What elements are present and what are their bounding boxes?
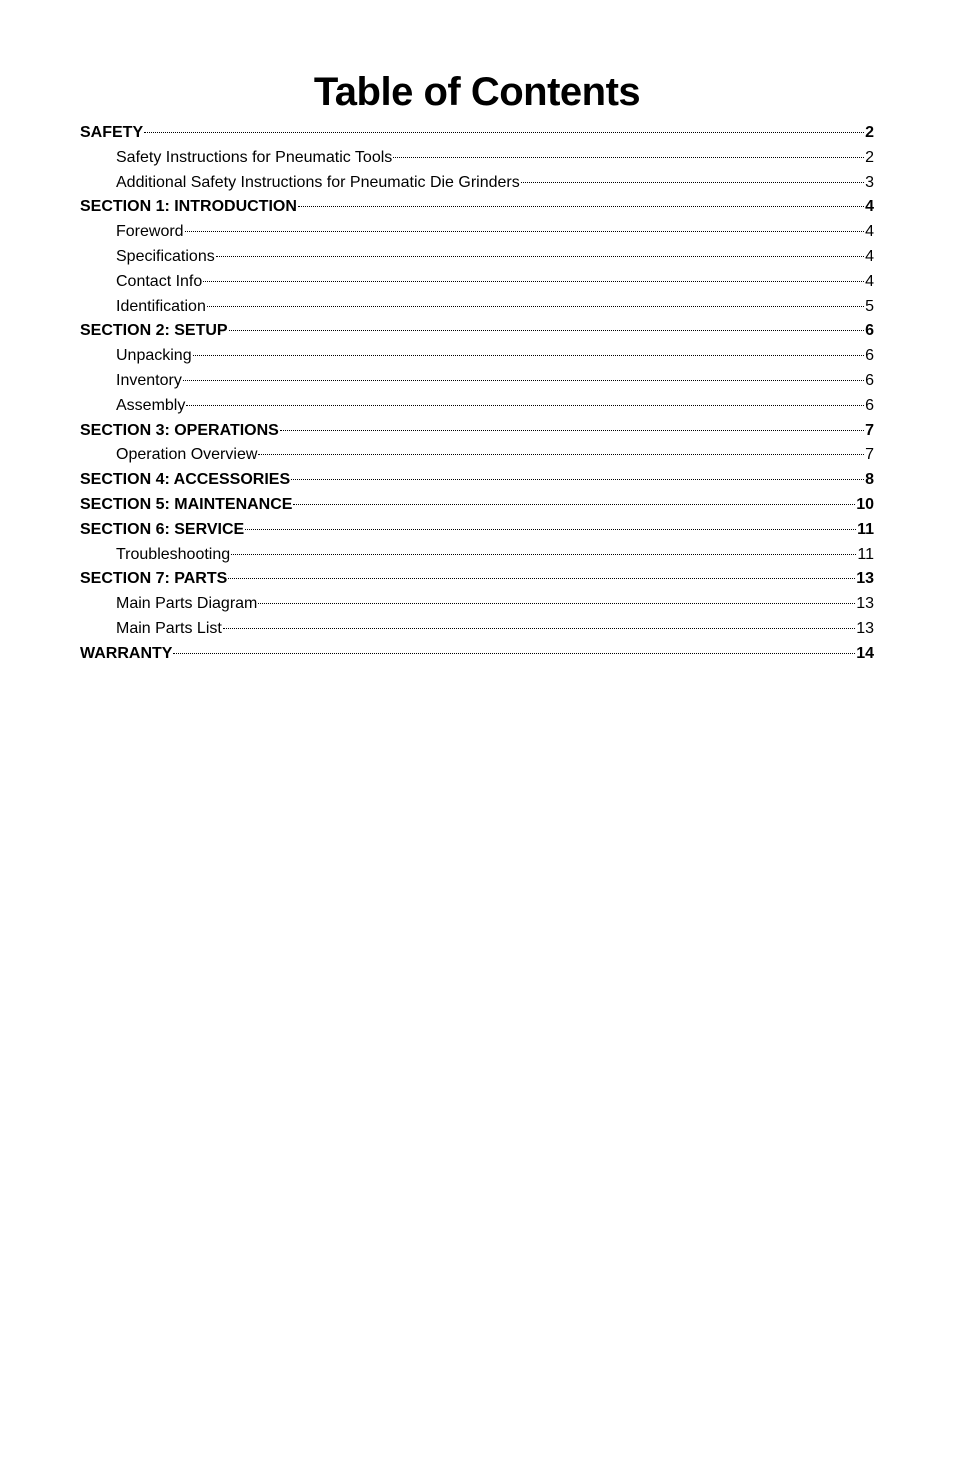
toc-label: SECTION 4: ACCESSORIES: [80, 468, 290, 493]
toc-leader: [291, 479, 864, 480]
toc-label: Inventory: [116, 369, 182, 394]
toc-leader: [144, 132, 864, 133]
toc-label: Troubleshooting: [116, 543, 230, 568]
toc-label: Main Parts List: [116, 617, 222, 642]
toc-entry: SECTION 3: OPERATIONS 7: [80, 419, 874, 444]
toc-entry: Assembly 6: [80, 394, 874, 419]
toc-leader: [521, 182, 864, 183]
toc-label: WARRANTY: [80, 642, 172, 667]
toc-label: Main Parts Diagram: [116, 592, 257, 617]
toc-leader: [185, 231, 865, 232]
toc-page: 5: [865, 295, 874, 320]
toc-label: SECTION 3: OPERATIONS: [80, 419, 279, 444]
toc-label: Specifications: [116, 245, 215, 270]
toc-page: 2: [865, 146, 874, 171]
toc-leader: [223, 628, 855, 629]
toc-leader: [203, 281, 864, 282]
toc-page: 11: [857, 518, 874, 543]
toc-entry: WARRANTY 14: [80, 642, 874, 667]
toc-leader: [245, 529, 856, 530]
toc-label: SAFETY: [80, 121, 143, 146]
toc-page: 6: [865, 394, 874, 419]
toc-entry: Unpacking 6: [80, 344, 874, 369]
toc-leader: [293, 504, 855, 505]
toc-entry: Main Parts List 13: [80, 617, 874, 642]
toc-page: 10: [856, 493, 874, 518]
toc-leader: [183, 380, 864, 381]
toc-entry: Identification 5: [80, 295, 874, 320]
toc-entry: Safety Instructions for Pneumatic Tools …: [80, 146, 874, 171]
toc-entry: Foreword 4: [80, 220, 874, 245]
toc-page: 4: [865, 195, 874, 220]
toc-page: 6: [865, 344, 874, 369]
toc-label: Operation Overview: [116, 443, 257, 468]
toc-label: SECTION 1: INTRODUCTION: [80, 195, 297, 220]
toc-label: Identification: [116, 295, 206, 320]
toc-entry: SECTION 2: SETUP 6: [80, 319, 874, 344]
toc-leader: [229, 330, 865, 331]
page-title: Table of Contents: [80, 70, 874, 115]
toc-page: 2: [865, 121, 874, 146]
toc-page: 3: [865, 171, 874, 196]
toc-page: 13: [856, 617, 874, 642]
toc-page: 4: [865, 245, 874, 270]
toc-leader: [173, 653, 855, 654]
toc-entry: SECTION 7: PARTS 13: [80, 567, 874, 592]
toc-leader: [216, 256, 864, 257]
toc-entry: SECTION 5: MAINTENANCE 10: [80, 493, 874, 518]
toc-leader: [393, 157, 864, 158]
toc-leader: [280, 430, 864, 431]
toc-leader: [258, 603, 855, 604]
toc-label: SECTION 2: SETUP: [80, 319, 228, 344]
toc-page: 7: [865, 443, 874, 468]
toc-entry: Troubleshooting 11: [80, 543, 874, 568]
toc-leader: [193, 355, 864, 356]
toc-page: 8: [865, 468, 874, 493]
toc-entry: Specifications 4: [80, 245, 874, 270]
toc-page: 4: [865, 270, 874, 295]
toc-entry: SECTION 4: ACCESSORIES 8: [80, 468, 874, 493]
toc-entry: Main Parts Diagram 13: [80, 592, 874, 617]
toc-entry: Additional Safety Instructions for Pneum…: [80, 171, 874, 196]
toc-leader: [258, 454, 864, 455]
toc-leader: [186, 405, 864, 406]
toc-entry: Operation Overview 7: [80, 443, 874, 468]
toc-page: 13: [856, 567, 874, 592]
toc-page: 14: [856, 642, 874, 667]
toc-label: Foreword: [116, 220, 184, 245]
toc-leader: [298, 206, 864, 207]
toc-label: Additional Safety Instructions for Pneum…: [116, 171, 520, 196]
toc-page: 4: [865, 220, 874, 245]
toc-page: 13: [856, 592, 874, 617]
toc-label: Safety Instructions for Pneumatic Tools: [116, 146, 392, 171]
toc-entry: Contact Info 4: [80, 270, 874, 295]
toc-entry: SAFETY 2: [80, 121, 874, 146]
toc-label: SECTION 5: MAINTENANCE: [80, 493, 292, 518]
toc-entry: Inventory 6: [80, 369, 874, 394]
toc-page: 6: [865, 319, 874, 344]
toc-label: Assembly: [116, 394, 185, 419]
toc-entry: SECTION 6: SERVICE 11: [80, 518, 874, 543]
toc-entry: SECTION 1: INTRODUCTION 4: [80, 195, 874, 220]
toc-page: 11: [857, 543, 874, 568]
toc-page: 6: [865, 369, 874, 394]
toc-label: SECTION 7: PARTS: [80, 567, 227, 592]
toc-label: Contact Info: [116, 270, 202, 295]
toc-leader: [207, 306, 864, 307]
toc-page: 7: [865, 419, 874, 444]
toc-container: SAFETY 2 Safety Instructions for Pneumat…: [80, 121, 874, 667]
toc-leader: [228, 578, 855, 579]
toc-leader: [231, 554, 856, 555]
toc-label: Unpacking: [116, 344, 192, 369]
toc-label: SECTION 6: SERVICE: [80, 518, 244, 543]
